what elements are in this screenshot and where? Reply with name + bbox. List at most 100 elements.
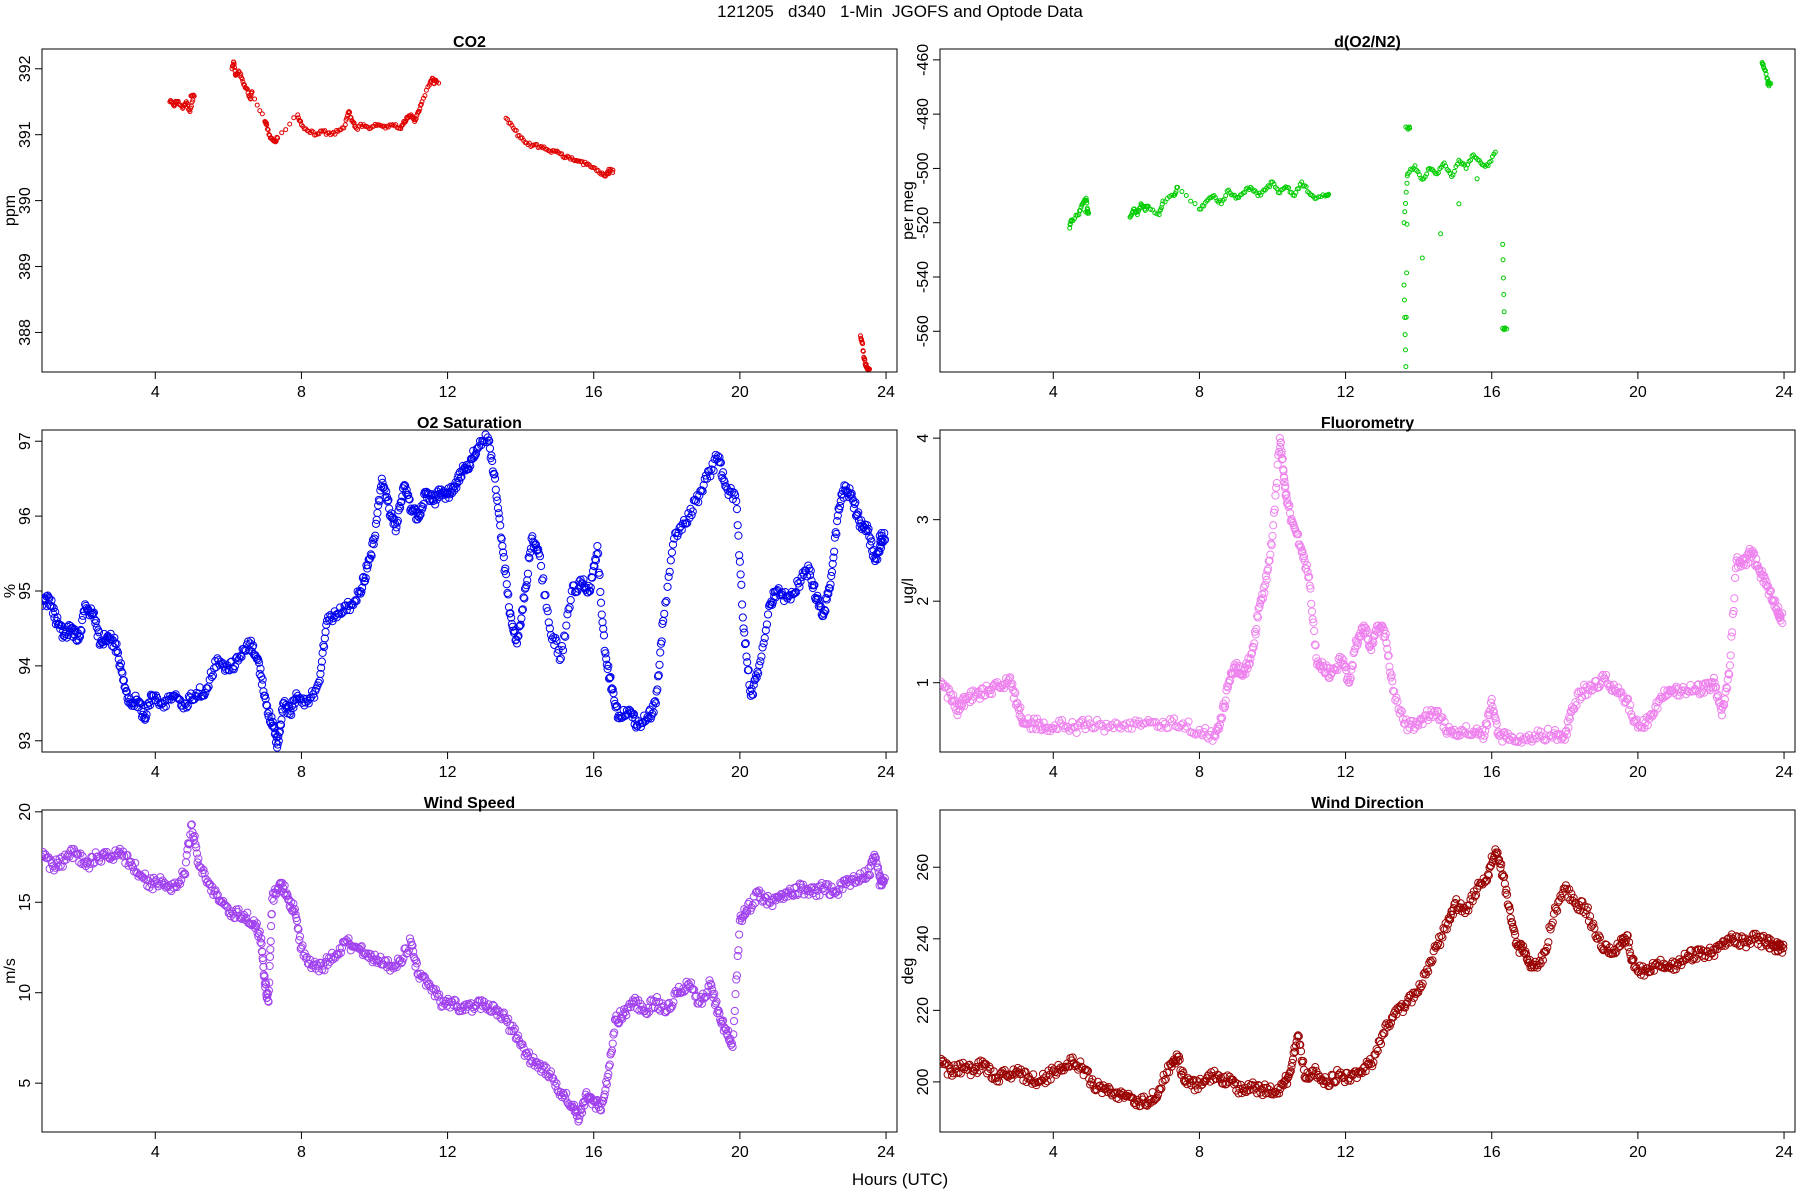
- data-point-fill: [1404, 180, 1410, 186]
- data-point-fill: [450, 995, 459, 1004]
- data-point-fill: [710, 989, 719, 998]
- data-point-fill: [1174, 1057, 1183, 1066]
- data-point-fill: [266, 937, 275, 946]
- data-point-fill: [319, 642, 329, 652]
- data-point-fill: [412, 959, 421, 968]
- data-point-fill: [1267, 184, 1273, 190]
- data-point: [1253, 613, 1262, 622]
- data-point-fill: [1543, 943, 1552, 952]
- data-point-fill: [860, 341, 866, 347]
- data-point: [426, 82, 432, 88]
- data-point-fill: [1778, 948, 1787, 957]
- data-point-fill: [1272, 483, 1281, 492]
- data-point-fill: [418, 502, 427, 512]
- data-point-fill: [1762, 68, 1768, 74]
- data-point: [273, 740, 282, 749]
- data-point-fill: [52, 855, 61, 864]
- data-point-fill: [1393, 697, 1402, 706]
- data-point-fill: [780, 892, 789, 901]
- data-point-fill: [832, 516, 842, 526]
- data-point-fill: [968, 696, 977, 705]
- data-point-fill: [763, 610, 773, 619]
- data-point: [1175, 184, 1180, 190]
- data-point-fill: [689, 984, 698, 994]
- data-point-fill: [1415, 980, 1424, 989]
- data-point: [244, 86, 250, 92]
- data-point-fill: [397, 959, 406, 968]
- data-point-fill: [507, 613, 516, 622]
- data-point-fill: [1228, 1075, 1238, 1084]
- data-point-fill: [518, 1040, 527, 1049]
- data-point-fill: [519, 593, 528, 602]
- data-point-fill: [510, 1024, 519, 1033]
- x-tick-label: 12: [439, 1144, 457, 1161]
- data-point-fill: [727, 1039, 736, 1048]
- data-point-fill: [1656, 692, 1666, 701]
- data-point-fill: [1583, 903, 1592, 912]
- data-point: [1443, 920, 1452, 929]
- data-point-fill: [1183, 1074, 1193, 1083]
- data-point-fill: [1398, 1007, 1408, 1017]
- data-point-fill: [718, 468, 728, 477]
- data-point-fill: [182, 851, 191, 860]
- x-tick-label: 20: [1629, 384, 1647, 401]
- data-point-fill: [179, 704, 188, 713]
- data-point: [1158, 717, 1167, 726]
- data-point-fill: [257, 108, 263, 114]
- data-point-fill: [1722, 684, 1732, 693]
- x-tick-label: 24: [877, 1144, 895, 1161]
- data-point-fill: [256, 938, 265, 947]
- data-point-fill: [298, 941, 307, 950]
- data-point-fill: [371, 531, 380, 540]
- data-point-fill: [705, 467, 714, 476]
- data-point-fill: [873, 863, 883, 872]
- data-point: [1001, 1070, 1010, 1079]
- data-point-fill: [316, 669, 325, 679]
- data-point-fill: [1078, 715, 1087, 725]
- data-point-fill: [830, 533, 839, 542]
- data-point-fill: [78, 611, 88, 620]
- data-point-fill: [1261, 571, 1271, 581]
- data-point-fill: [1285, 501, 1294, 510]
- x-tick-label: 24: [1775, 764, 1793, 781]
- data-point-fill: [504, 603, 514, 612]
- data-point: [1593, 934, 1602, 943]
- data-point-fill: [94, 628, 104, 637]
- data-point-fill: [663, 582, 672, 591]
- data-point-fill: [540, 1061, 549, 1070]
- data-point-fill: [1296, 542, 1305, 551]
- data-point-fill: [825, 584, 834, 593]
- data-point-fill: [1262, 575, 1271, 584]
- data-point-fill: [353, 943, 362, 952]
- data-point-fill: [1500, 879, 1509, 888]
- data-point-fill: [586, 583, 595, 592]
- data-point-fill: [1253, 1089, 1262, 1098]
- data-point-fill: [485, 444, 495, 453]
- data-point-fill: [451, 478, 460, 487]
- data-point-fill: [1231, 1078, 1240, 1087]
- data-point-fill: [729, 1030, 738, 1039]
- data-point-fill: [531, 540, 541, 549]
- data-point-fill: [146, 700, 155, 710]
- data-point-fill: [1404, 221, 1410, 227]
- data-point-fill: [265, 707, 274, 716]
- data-point-fill: [1157, 1084, 1166, 1093]
- data-point-fill: [742, 906, 751, 915]
- data-point-fill: [428, 984, 437, 993]
- data-point-fill: [1462, 722, 1471, 731]
- data-point-fill: [636, 722, 645, 732]
- data-point-fill: [1447, 726, 1456, 735]
- data-point-fill: [876, 537, 885, 546]
- data-point-fill: [828, 559, 837, 569]
- data-point-fill: [87, 610, 96, 619]
- data-point-fill: [1353, 1068, 1363, 1077]
- data-point-fill: [284, 895, 294, 904]
- data-point-fill: [824, 589, 833, 598]
- data-point-fill: [1300, 556, 1309, 565]
- data-point-fill: [655, 660, 664, 669]
- y-tick-label: 391: [17, 121, 34, 148]
- data-point-fill: [1160, 1076, 1169, 1085]
- data-point-fill: [491, 485, 500, 494]
- data-point-fill: [562, 1089, 571, 1098]
- data-point-fill: [121, 684, 130, 693]
